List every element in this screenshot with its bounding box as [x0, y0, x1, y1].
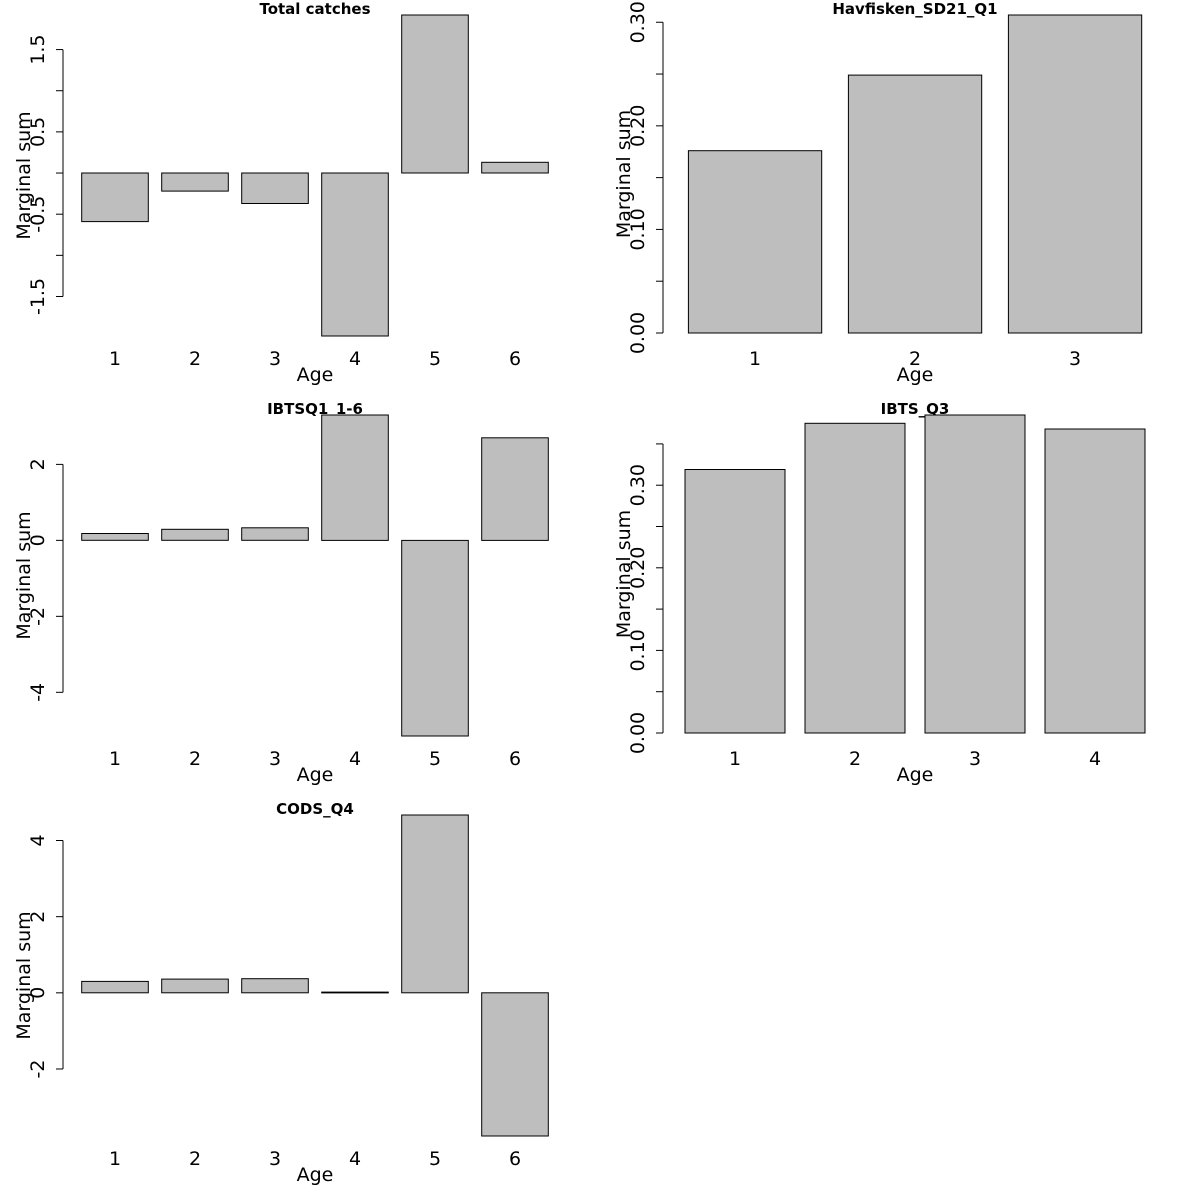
bar-age-4 — [321, 414, 389, 541]
x-tick-label: 6 — [509, 348, 521, 370]
bar-age-1 — [81, 533, 149, 541]
y-tick-label: -1.5 — [27, 278, 49, 315]
panel-title: IBTS_Q3 — [881, 400, 950, 418]
y-tick-label: 0.5 — [27, 117, 49, 147]
bar-age-1 — [81, 172, 149, 223]
y-axis-label: Marginal sum — [613, 110, 635, 238]
x-tick-label: 2 — [189, 748, 201, 770]
bar-age-3 — [924, 414, 1026, 734]
bar-age-1 — [684, 469, 786, 734]
chart-panel-4: IBTS_Q3 1 2 3 4 0.00 0.10 0.20 0.30 Age Marginal s… — [613, 400, 1146, 786]
y-axis-label: Marginal sum — [13, 911, 35, 1039]
x-tick-label: 5 — [429, 748, 441, 770]
x-tick-label: 4 — [349, 348, 361, 370]
bar-age-3 — [1007, 14, 1143, 334]
y-tick-label: 0.00 — [627, 712, 649, 754]
bar-age-3 — [241, 172, 309, 204]
y-axis-label: Marginal sum — [613, 510, 635, 638]
y-tick-label: 2 — [27, 458, 49, 470]
x-tick-label: 2 — [189, 1148, 201, 1170]
y-tick-label: -2 — [27, 607, 49, 626]
y-tick-label: 0.30 — [627, 1, 649, 43]
x-tick-label: 3 — [1069, 348, 1081, 370]
x-tick-label: 4 — [349, 748, 361, 770]
y-tick-label: 2 — [27, 911, 49, 923]
chart-panel-2: Havfisken_SD21_Q1 1 2 3 0.00 0.10 0.20 0.30 Age M… — [613, 0, 1143, 386]
chart-panel-1: Total catches 1 2 3 4 5 6 -1.5 -0.5 0.5 1.5 Age Marg… — [13, 0, 549, 386]
x-tick-label: 4 — [1089, 748, 1101, 770]
x-tick-label: 1 — [109, 348, 121, 370]
y-tick-label: -4 — [27, 683, 49, 702]
y-tick-label: 0.00 — [627, 312, 649, 354]
bar-age-1 — [687, 150, 823, 334]
y-tick-label: 0.20 — [627, 105, 649, 147]
x-tick-label: 2 — [189, 348, 201, 370]
bar-age-1 — [81, 980, 149, 994]
bar-age-4 — [321, 172, 389, 337]
bar-age-6 — [481, 992, 549, 1137]
bar-age-3 — [241, 527, 309, 541]
bar-age-4 — [321, 991, 389, 994]
bar-age-5 — [401, 14, 469, 174]
x-axis-label: Age — [297, 764, 334, 786]
x-tick-label: 3 — [269, 1148, 281, 1170]
x-axis-label: Age — [297, 1164, 334, 1186]
x-axis-label: Age — [897, 364, 934, 386]
bar-age-5 — [401, 539, 469, 737]
bar-age-2 — [161, 172, 229, 192]
bar-age-5 — [401, 814, 469, 994]
y-tick-label: 1.5 — [27, 34, 49, 64]
bar-age-4 — [1044, 428, 1146, 734]
y-tick-label: 4 — [27, 834, 49, 846]
x-axis-label: Age — [297, 364, 334, 386]
x-tick-label: 1 — [109, 748, 121, 770]
x-tick-label: 5 — [429, 1148, 441, 1170]
y-tick-label: 0.20 — [627, 547, 649, 589]
panel-title: IBTSQ1_1-6 — [267, 400, 363, 418]
bar-age-6 — [481, 161, 549, 174]
x-tick-label: 1 — [749, 348, 761, 370]
x-tick-label: 1 — [109, 1148, 121, 1170]
y-tick-label: 0 — [27, 987, 49, 999]
panel-title: Total catches — [259, 0, 370, 18]
x-tick-label: 6 — [509, 1148, 521, 1170]
x-tick-label: 3 — [269, 348, 281, 370]
chart-panel-5: CODS_Q4 1 2 3 4 5 6 -2 0 2 4 Age Marginal sum — [13, 800, 549, 1186]
y-tick-label: 0.10 — [627, 629, 649, 671]
bar-age-6 — [481, 437, 549, 541]
chart-panel-3: IBTSQ1_1-6 1 2 3 4 5 6 -4 -2 0 2 Age Marginal sum — [13, 400, 549, 786]
x-tick-label: 3 — [969, 748, 981, 770]
y-axis-label: Marginal sum — [13, 511, 35, 639]
x-axis-label: Age — [897, 764, 934, 786]
y-tick-label: 0.10 — [627, 208, 649, 250]
x-tick-label: 3 — [269, 748, 281, 770]
y-tick-label: -2 — [27, 1060, 49, 1079]
bar-age-2 — [161, 528, 229, 541]
bar-age-2 — [804, 422, 906, 734]
y-axis-label: Marginal sum — [13, 111, 35, 239]
x-tick-label: 6 — [509, 748, 521, 770]
y-tick-label: -0.5 — [27, 196, 49, 233]
y-tick-label: 0.30 — [627, 464, 649, 506]
bar-age-3 — [241, 978, 309, 994]
bar-age-2 — [161, 978, 229, 994]
panel-title: Havfisken_SD21_Q1 — [832, 0, 997, 18]
x-tick-label: 2 — [849, 748, 861, 770]
x-tick-label: 4 — [349, 1148, 361, 1170]
y-tick-label: 0 — [27, 534, 49, 546]
x-tick-label: 1 — [729, 748, 741, 770]
panel-title: CODS_Q4 — [276, 800, 354, 818]
bar-age-2 — [847, 74, 983, 334]
x-tick-label: 5 — [429, 348, 441, 370]
x-tick-label: 2 — [909, 348, 921, 370]
